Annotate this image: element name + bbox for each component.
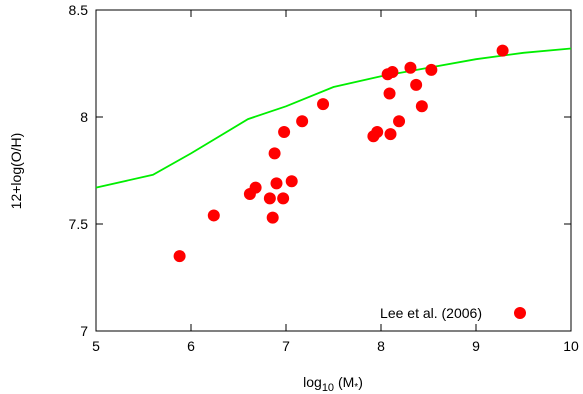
data-point (266, 211, 279, 224)
data-point (410, 78, 423, 91)
y-axis-label: 12+log(O/H) (8, 133, 24, 210)
axis-ticks: 5 6 7 8 9 10 7 7.5 8 8.5 (69, 2, 579, 354)
data-point (425, 63, 438, 76)
data-point (296, 115, 309, 128)
data-point (207, 209, 220, 222)
data-point (415, 100, 428, 113)
legend-label: Lee et al. (2006) (380, 305, 482, 321)
x-tick-label: 7 (282, 338, 290, 354)
plot-frame (95, 9, 572, 332)
plot-area-border (95, 9, 572, 332)
legend-marker (514, 307, 526, 319)
data-point (404, 61, 417, 74)
data-point (278, 125, 291, 138)
x-axis-label-close: ) (358, 374, 363, 390)
model-line-layer (95, 47, 572, 189)
y-tick-label: 8.5 (69, 2, 89, 18)
y-tick-label: 8 (80, 109, 88, 125)
data-point (268, 147, 281, 160)
data-point (249, 181, 262, 194)
y-tick-label: 7.5 (69, 216, 89, 232)
data-point (386, 66, 399, 79)
data-point (263, 192, 276, 205)
data-point (277, 192, 290, 205)
x-tick-label: 10 (563, 338, 579, 354)
data-point (270, 177, 283, 190)
data-point (384, 128, 397, 141)
data-point (285, 175, 298, 188)
data-point (383, 87, 396, 100)
legend (514, 307, 526, 319)
data-point (496, 44, 509, 57)
data-point (173, 250, 186, 263)
y-tick-label: 7 (80, 323, 88, 339)
data-points-layer (173, 44, 509, 263)
x-tick-label: 8 (377, 338, 385, 354)
x-axis-label-subscript: 10 (322, 382, 334, 394)
data-point (317, 98, 330, 111)
x-tick-label: 6 (187, 338, 195, 354)
x-axis-label: log10 (M*) (303, 374, 363, 394)
data-point (371, 125, 384, 138)
x-axis-label-star: * (354, 382, 358, 393)
x-tick-label: 9 (472, 338, 480, 354)
x-tick-label: 5 (92, 338, 100, 354)
data-point (393, 115, 406, 128)
x-axis-label-main: log (303, 374, 322, 390)
model-line (95, 47, 572, 189)
x-axis-label-suffix: (M (334, 374, 354, 390)
